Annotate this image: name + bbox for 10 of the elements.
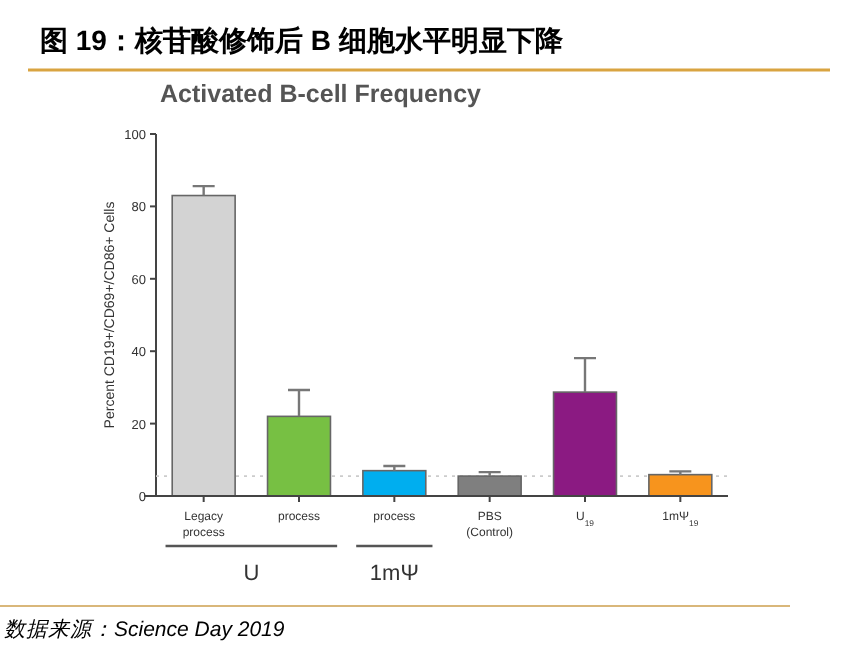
text: U [243, 562, 260, 586]
bar [552, 391, 618, 497]
bar [266, 415, 332, 497]
bar [362, 469, 427, 497]
chart-title: 图 19：核苷酸修饰后 B 细胞水平明显下降 [40, 24, 565, 56]
text: 1mΨ [369, 562, 419, 586]
chart-subtitle: Activated B-cell Frequency [160, 80, 482, 108]
bar [648, 473, 713, 497]
bar [457, 475, 522, 497]
source-note: 数据来源：Science Day 2019 [4, 618, 285, 642]
